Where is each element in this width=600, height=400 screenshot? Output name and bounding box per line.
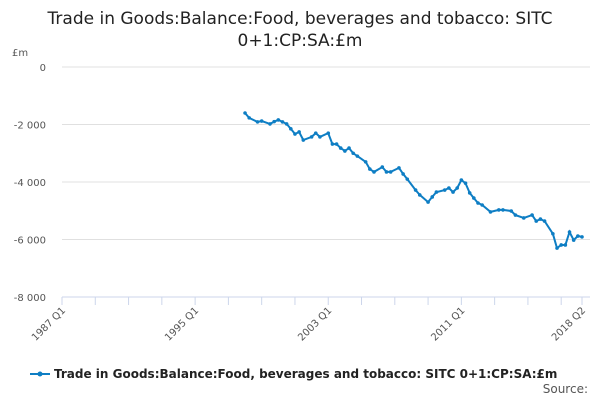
data-point — [563, 243, 568, 247]
legend[interactable]: Trade in Goods:Balance:Food, beverages a… — [30, 367, 557, 381]
data-point — [313, 131, 318, 135]
data-point — [413, 188, 418, 192]
data-point — [388, 170, 393, 174]
data-point — [480, 203, 484, 207]
x-tick-label: 2011 Q1 — [429, 305, 467, 343]
data-point — [559, 243, 563, 247]
y-tick-label: -2 000 — [14, 121, 46, 132]
data-point — [472, 196, 476, 200]
data-point — [426, 200, 430, 204]
x-tick-label: 1995 Q1 — [163, 305, 201, 343]
y-tick-label: -4 000 — [14, 178, 46, 189]
data-point — [576, 234, 580, 238]
data-point — [442, 188, 447, 192]
data-point — [571, 238, 576, 242]
data-point — [384, 170, 389, 174]
data-point — [434, 190, 439, 194]
data-point — [551, 231, 555, 236]
data-point — [463, 181, 468, 185]
x-tick-label: 1987 Q1 — [30, 305, 68, 343]
data-point — [397, 166, 401, 170]
data-point — [297, 130, 301, 134]
chart-title-line-2: 0+1:CP:SA:£m — [237, 31, 363, 51]
data-point — [355, 154, 360, 158]
data-point — [555, 246, 559, 250]
chart-title: Trade in Goods:Balance:Food, beverages a… — [0, 8, 600, 52]
data-point — [272, 119, 276, 124]
data-point — [301, 138, 306, 142]
data-point — [580, 235, 584, 239]
data-point — [476, 201, 480, 205]
y-axis-label: £m — [12, 48, 28, 59]
data-point — [534, 219, 539, 223]
data-point — [309, 135, 314, 139]
data-point — [289, 127, 293, 131]
data-point — [530, 213, 534, 217]
y-tick-label: 0 — [40, 63, 46, 74]
data-point — [334, 142, 339, 146]
data-point — [343, 149, 347, 153]
data-point — [380, 165, 385, 169]
data-point — [501, 208, 505, 212]
data-point — [318, 135, 322, 139]
data-point — [363, 160, 368, 164]
data-point — [368, 167, 372, 171]
data-point — [542, 219, 547, 223]
data-point — [430, 195, 435, 199]
data-point — [372, 170, 376, 174]
data-point — [447, 186, 451, 190]
data-point — [243, 111, 247, 115]
data-point — [455, 186, 460, 190]
data-point — [326, 131, 331, 135]
data-point — [268, 122, 272, 126]
chart-title-line-1: Trade in Goods:Balance:Food, beverages a… — [47, 9, 553, 29]
data-point — [538, 217, 543, 221]
data-point — [280, 120, 285, 124]
data-point — [417, 193, 422, 197]
data-point — [488, 210, 493, 214]
data-point — [351, 151, 356, 156]
data-point — [405, 177, 410, 181]
data-point — [347, 146, 351, 150]
data-point — [459, 178, 464, 182]
y-tick-label: -8 000 — [14, 293, 46, 304]
data-point — [276, 118, 281, 122]
data-point — [330, 142, 335, 146]
data-point — [521, 216, 526, 220]
data-point — [451, 190, 455, 194]
data-point — [497, 208, 501, 212]
x-tick-label: 2018 Q2 — [550, 305, 588, 343]
data-point — [255, 120, 260, 124]
source-label: Source: — [542, 382, 588, 396]
data-point — [284, 122, 289, 126]
legend-line-marker-icon — [30, 371, 50, 377]
data-point — [338, 146, 343, 150]
data-point — [513, 213, 518, 217]
x-tick-label: 2003 Q1 — [296, 305, 334, 343]
data-point — [259, 119, 264, 123]
data-point — [467, 191, 472, 195]
y-tick-label: -6 000 — [14, 236, 46, 247]
data-point — [293, 132, 297, 136]
data-point — [247, 116, 251, 120]
data-point — [567, 230, 572, 234]
data-point — [509, 209, 514, 213]
data-point — [401, 172, 405, 176]
legend-label: Trade in Goods:Balance:Food, beverages a… — [54, 367, 558, 381]
